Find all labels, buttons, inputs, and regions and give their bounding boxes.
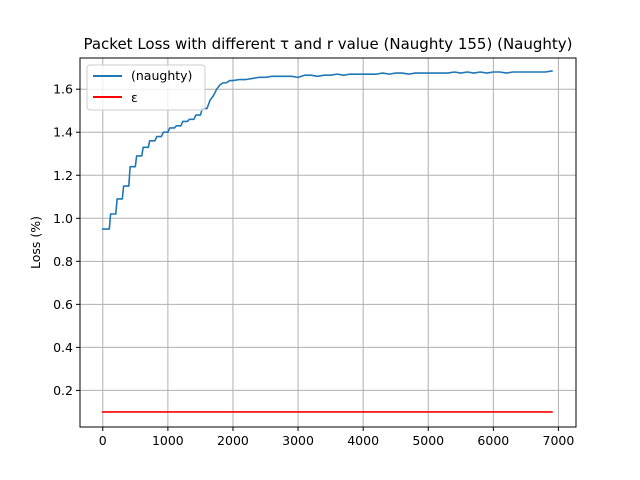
- axis-ticks: 0 1000 2000 3000 4000 5000 6000 7000 0.2 0.4 0.6 0.…: [53, 82, 574, 448]
- x-tick-label: 4000: [347, 433, 379, 448]
- chart-title: Packet Loss with different τ and r value…: [83, 35, 572, 53]
- y-tick-label: 0.8: [53, 254, 73, 269]
- grid: [80, 58, 576, 427]
- plot-area-frame: [79, 57, 577, 428]
- y-tick-label: 0.6: [53, 297, 73, 312]
- legend-label-epsilon: ε: [131, 90, 138, 105]
- y-axis-label: Loss (%): [28, 216, 43, 269]
- series-line-0: [101, 69, 553, 230]
- x-tick-label: 6000: [477, 433, 509, 448]
- x-tick-label: 5000: [412, 433, 444, 448]
- y-tick-label: 1.2: [53, 168, 73, 183]
- legend-label-naughty: (naughty): [131, 68, 192, 83]
- x-tick-label: 0: [99, 433, 107, 448]
- y-tick-label: 1.6: [53, 82, 73, 97]
- plot-series: [101, 69, 553, 413]
- x-tick-label: 7000: [543, 433, 575, 448]
- x-tick-label: 3000: [282, 433, 314, 448]
- legend: (naughty) ε: [86, 64, 206, 111]
- y-tick-label: 0.4: [53, 340, 73, 355]
- y-tick-label: 1.0: [53, 211, 73, 226]
- x-tick-label: 1000: [152, 433, 184, 448]
- x-tick-label: 2000: [217, 433, 249, 448]
- y-tick-label: 0.2: [53, 383, 73, 398]
- y-tick-label: 1.4: [53, 125, 73, 140]
